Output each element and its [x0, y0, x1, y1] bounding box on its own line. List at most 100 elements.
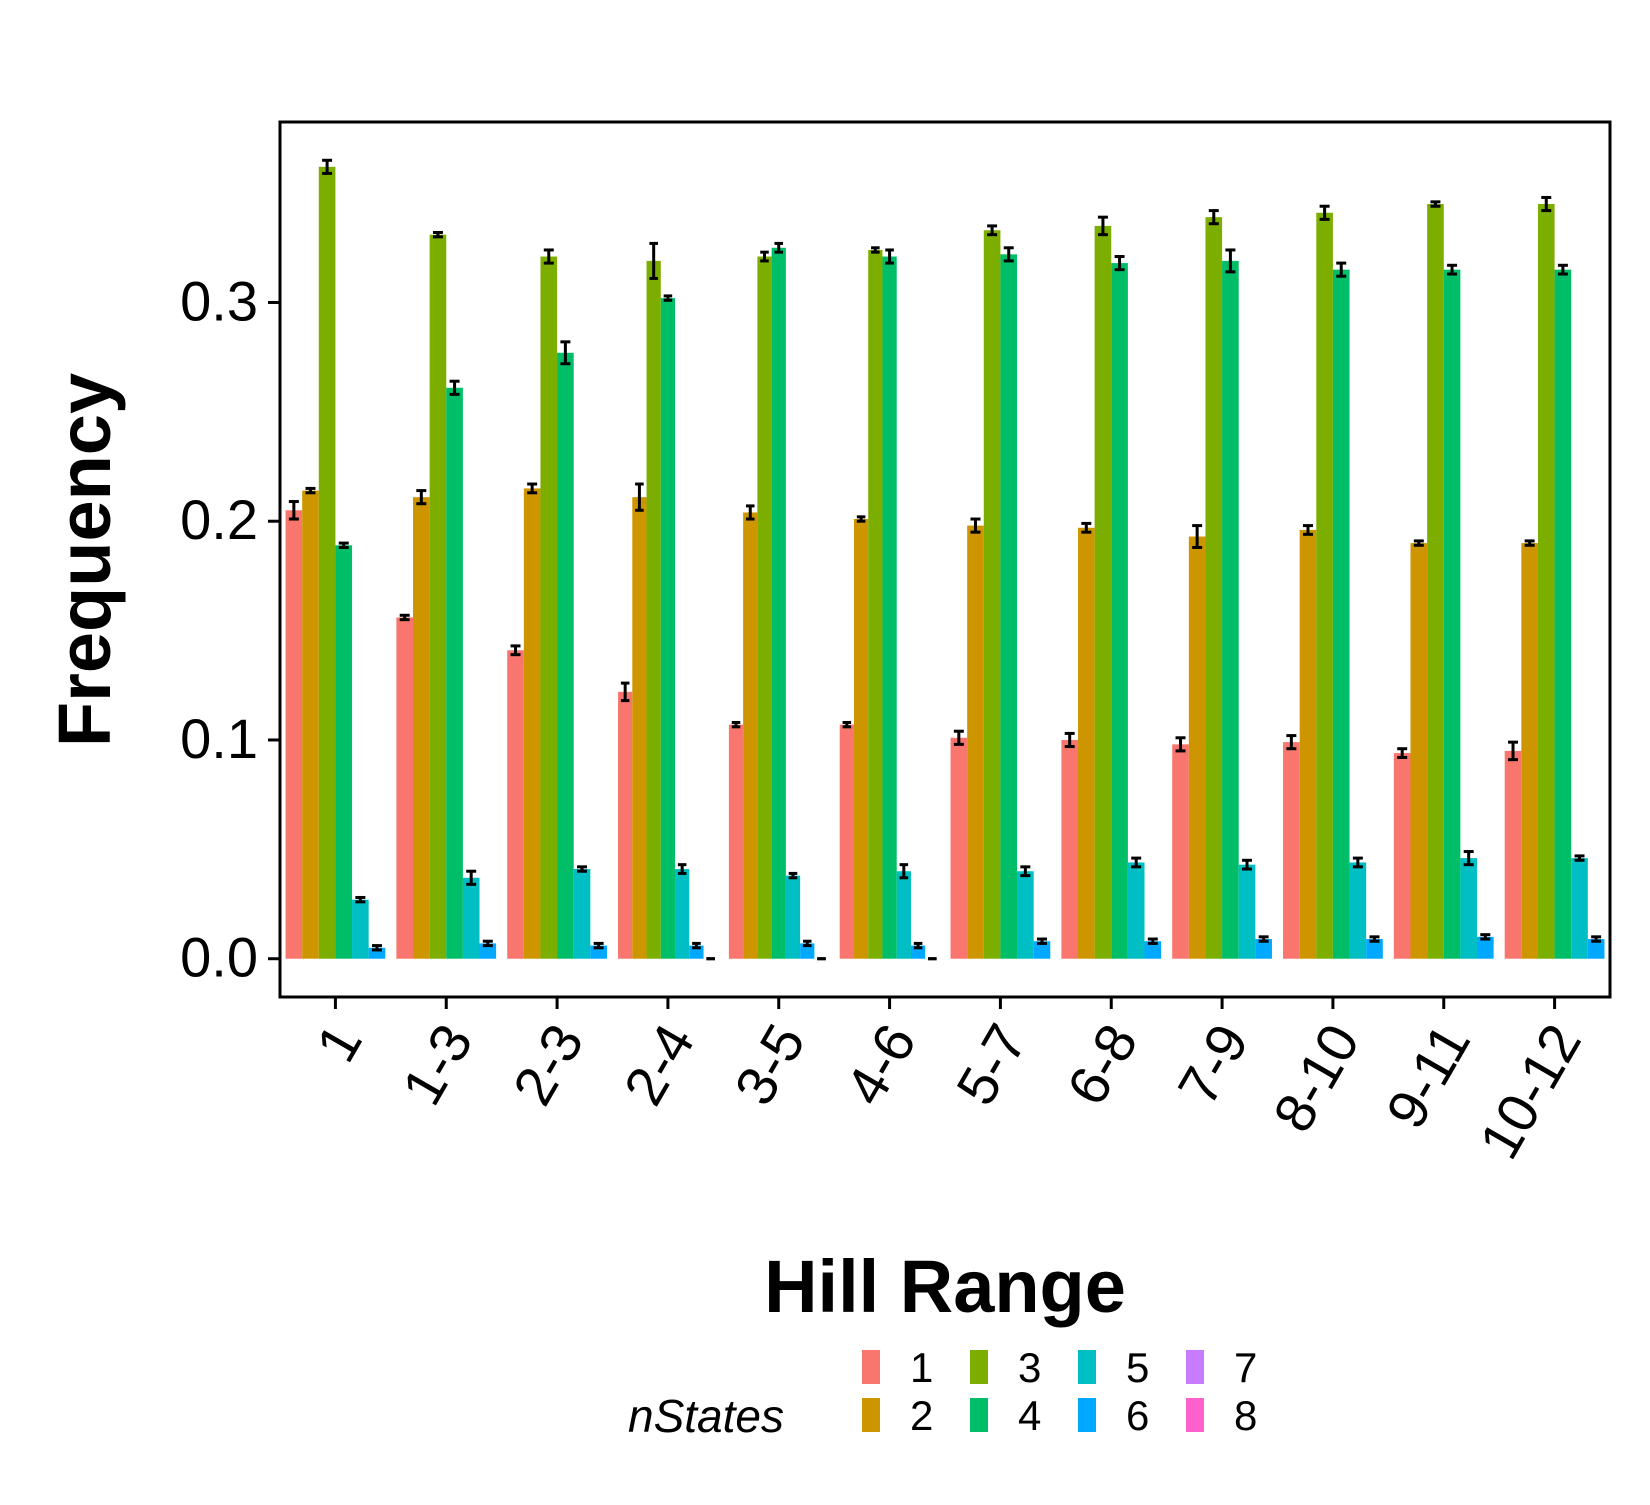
error-bar-2-3-nstates-5 [577, 865, 588, 873]
bar-10-12-nstates-3 [1537, 204, 1555, 959]
bar-1-nstates-4 [335, 545, 353, 959]
error-bar-2-3-nstates-3 [543, 248, 554, 265]
bar-10-12-nstates-4 [1554, 269, 1572, 959]
error-bar-9-11-nstates-6 [1480, 933, 1491, 941]
error-bar-3-5-nstates-2 [745, 504, 755, 521]
error-bar-2-4-nstates-3 [649, 241, 658, 280]
bar-1-3-nstates-5 [462, 877, 480, 959]
legend-swatch [1078, 1398, 1096, 1432]
y-axis-label: Frequency [43, 373, 126, 747]
error-bar-3-5-nstates-4 [774, 241, 784, 254]
error-bar-1-nstates-5 [355, 895, 366, 904]
bar-3-5-nstates-6 [800, 943, 815, 959]
bar-3-5-nstates-5 [785, 875, 801, 959]
error-bar-2-4-nstates-5 [677, 863, 687, 875]
bar-3-5-nstates-1 [728, 724, 744, 959]
error-bar-8-10-nstates-1 [1286, 734, 1297, 751]
bar-1-3-nstates-1 [396, 617, 414, 959]
legend-swatch [862, 1350, 880, 1384]
legend-item-3: 3 [970, 1344, 1041, 1391]
error-bar-5-7-nstates-2 [970, 517, 981, 534]
error-bar-1-3-nstates-1 [399, 613, 410, 622]
error-bar-1-3-nstates-3 [432, 230, 443, 239]
y-tick-label: 0.2 [180, 488, 258, 551]
legend-item-6: 6 [1078, 1392, 1149, 1439]
bar-6-8-nstates-2 [1078, 527, 1095, 959]
legend-swatch [970, 1350, 988, 1384]
bar-9-11-nstates-4 [1443, 269, 1461, 959]
bar-1-nstates-3 [318, 166, 336, 959]
bar-8-10-nstates-6 [1366, 939, 1383, 959]
bar-2-3-nstates-3 [540, 256, 558, 959]
error-bar-7-9-nstates-2 [1192, 524, 1203, 549]
legend-item-1: 1 [862, 1344, 933, 1391]
bar-1-3-nstates-2 [413, 497, 430, 959]
legend-title: nStates [628, 1390, 784, 1442]
bar-1-3-nstates-6 [479, 943, 497, 959]
bar-9-11-nstates-2 [1410, 543, 1428, 959]
error-bar-10-12-nstates-2 [1524, 539, 1535, 547]
bar-1-3-nstates-4 [446, 387, 463, 959]
bar-1-3-nstates-3 [429, 234, 447, 959]
error-bar-6-8-nstates-3 [1097, 215, 1108, 237]
error-bar-4-6-nstates-4 [885, 248, 894, 265]
x-axis-label: Hill Range [764, 1245, 1126, 1328]
bar-4-6-nstates-5 [896, 871, 911, 959]
error-bar-9-11-nstates-4 [1447, 263, 1458, 276]
error-bar-8-10-nstates-2 [1302, 524, 1313, 536]
error-bar-2-3-nstates-2 [527, 482, 538, 495]
legend-label: 6 [1126, 1392, 1149, 1439]
error-bar-9-11-nstates-1 [1397, 747, 1408, 759]
bar-2-4-nstates-5 [675, 869, 690, 959]
bar-9-11-nstates-6 [1477, 936, 1494, 959]
error-bar-5-7-nstates-4 [1003, 246, 1014, 263]
bar-2-4-nstates-3 [646, 260, 661, 959]
legend-label: 8 [1234, 1392, 1257, 1439]
bar-2-4-nstates-1 [618, 691, 633, 959]
bar-7-9-nstates-4 [1222, 260, 1239, 959]
error-bar-9-11-nstates-2 [1413, 539, 1424, 547]
legend-swatch [1186, 1350, 1204, 1384]
error-bar-5-7-nstates-1 [953, 729, 964, 746]
bar-7-9-nstates-5 [1238, 864, 1256, 959]
bar-5-7-nstates-5 [1017, 871, 1034, 959]
legend-label: 5 [1126, 1344, 1149, 1391]
y-tick-label: 0.3 [180, 269, 258, 332]
error-bar-10-12-nstates-3 [1541, 195, 1552, 213]
bar-5-7-nstates-2 [967, 525, 984, 959]
bar-9-11-nstates-1 [1393, 753, 1411, 959]
error-bar-9-11-nstates-3 [1430, 200, 1441, 208]
bar-10-12-nstates-2 [1521, 543, 1538, 959]
bar-7-9-nstates-2 [1188, 536, 1206, 959]
error-bar-2-3-nstates-6 [593, 941, 604, 950]
error-bar-3-5-nstates-1 [731, 720, 741, 729]
bar-1-nstates-6 [368, 947, 386, 959]
error-bar-1-nstates-4 [338, 541, 349, 549]
bar-2-3-nstates-4 [557, 352, 574, 959]
legend-label: 4 [1018, 1392, 1041, 1439]
bar-5-7-nstates-6 [1033, 941, 1051, 959]
error-bar-1-3-nstates-6 [482, 939, 493, 948]
bar-6-8-nstates-6 [1144, 941, 1162, 959]
error-bar-4-6-nstates-2 [856, 515, 866, 523]
y-tick-label: 0.0 [180, 926, 258, 989]
error-bar-10-12-nstates-4 [1557, 263, 1568, 276]
error-bar-8-10-nstates-6 [1369, 935, 1380, 943]
bar-6-8-nstates-5 [1127, 862, 1145, 959]
error-bar-10-12-nstates-1 [1508, 740, 1519, 762]
error-bar-8-10-nstates-3 [1319, 204, 1330, 221]
error-bar-7-9-nstates-5 [1242, 858, 1253, 871]
error-bar-7-9-nstates-4 [1225, 248, 1236, 274]
legend-item-4: 4 [970, 1392, 1041, 1439]
error-bar-6-8-nstates-2 [1081, 521, 1092, 534]
bar-10-12-nstates-5 [1571, 858, 1588, 959]
plot-border [278, 120, 1612, 999]
bar-8-10-nstates-1 [1283, 742, 1300, 959]
bar-2-3-nstates-5 [573, 869, 591, 959]
error-bar-6-8-nstates-4 [1114, 255, 1125, 272]
bar-5-7-nstates-4 [1000, 254, 1018, 959]
bars-layer [285, 166, 1605, 959]
error-bar-6-8-nstates-1 [1064, 731, 1075, 749]
bar-3-5-nstates-2 [743, 512, 758, 959]
